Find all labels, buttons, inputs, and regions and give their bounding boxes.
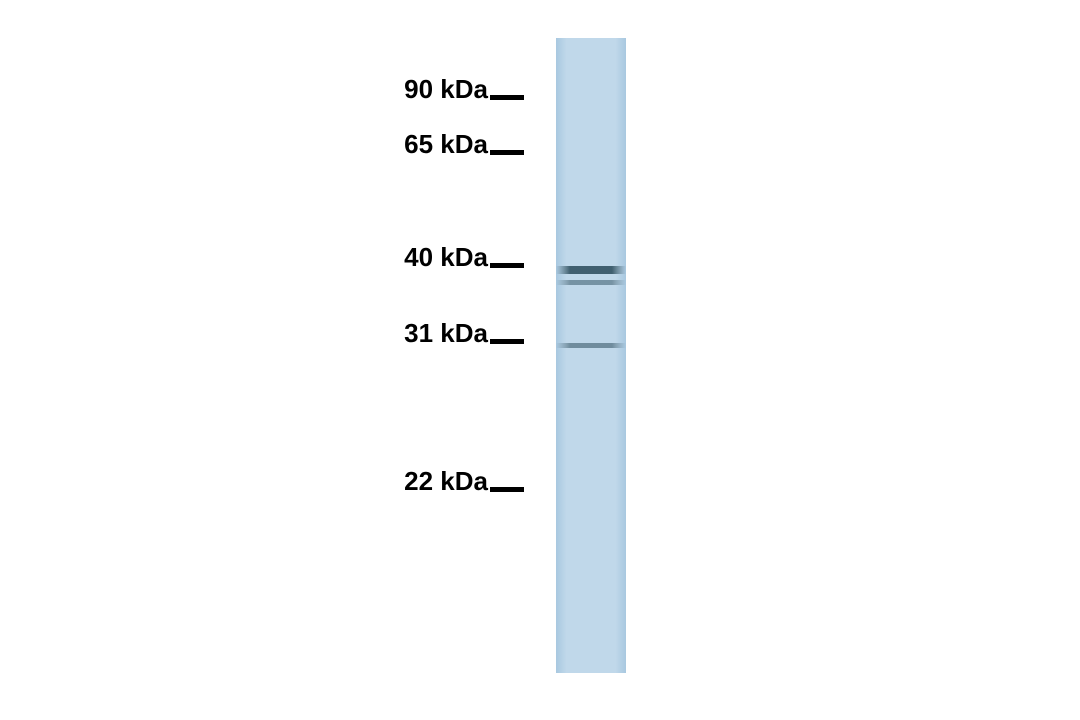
- marker-tick: [490, 263, 524, 268]
- marker-tick: [490, 150, 524, 155]
- blot-lane: [556, 38, 626, 673]
- marker-label: 22 kDa: [0, 466, 488, 497]
- blot-band: [556, 266, 626, 274]
- marker-label: 65 kDa: [0, 129, 488, 160]
- marker-tick: [490, 95, 524, 100]
- blot-band: [556, 280, 626, 285]
- marker-tick: [490, 339, 524, 344]
- marker-label: 40 kDa: [0, 242, 488, 273]
- blot-band: [556, 343, 626, 348]
- blot-container: 90 kDa 65 kDa 40 kDa 31 kDa 22 kDa: [0, 0, 1080, 720]
- marker-tick: [490, 487, 524, 492]
- marker-label: 90 kDa: [0, 74, 488, 105]
- marker-label: 31 kDa: [0, 318, 488, 349]
